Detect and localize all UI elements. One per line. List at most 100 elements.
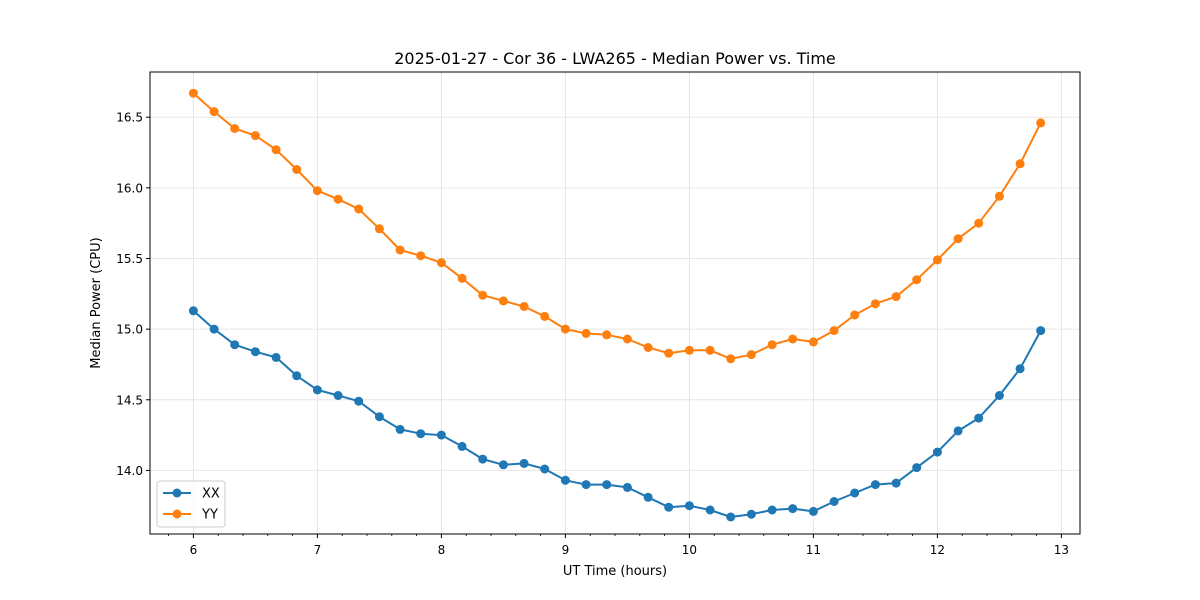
series-yy-point	[312, 186, 322, 196]
x-tick-label: 11	[806, 543, 821, 557]
series-yy-point	[767, 340, 777, 350]
series-yy-point	[560, 324, 570, 334]
series-yy-point	[850, 310, 860, 320]
series-yy-point	[808, 337, 818, 347]
series-yy-point	[1036, 118, 1046, 128]
series-xx-point	[188, 306, 198, 316]
series-yy-point	[684, 345, 694, 355]
series-yy-point	[870, 299, 880, 309]
series-yy-point	[209, 107, 219, 117]
series-yy-point	[664, 348, 674, 358]
series-xx-point	[478, 454, 488, 464]
legend-yy-marker	[172, 509, 182, 519]
series-xx-point	[498, 460, 508, 470]
y-tick-label: 14.5	[116, 393, 143, 407]
series-yy-point	[746, 350, 756, 360]
x-tick-label: 9	[562, 543, 570, 557]
series-yy-point	[643, 343, 653, 352]
series-xx-point	[560, 475, 570, 485]
y-tick-label: 16.0	[116, 181, 143, 195]
series-layer	[188, 88, 1046, 522]
series-yy-point	[457, 273, 467, 283]
series-yy-point	[188, 88, 198, 98]
y-tick-label: 14.0	[116, 464, 143, 478]
x-tick-label: 13	[1054, 543, 1069, 557]
series-yy-point	[354, 204, 364, 214]
x-tick-label: 7	[314, 543, 322, 557]
series-yy-point	[374, 224, 384, 234]
series-yy-point	[478, 290, 488, 300]
series-xx-point	[395, 424, 405, 434]
series-xx-point	[416, 429, 426, 439]
series-yy-point	[726, 354, 736, 364]
series-xx-point	[230, 340, 240, 350]
series-xx-point	[271, 352, 281, 362]
series-xx-point	[850, 488, 860, 498]
series-xx-point	[912, 463, 922, 473]
series-xx-point	[974, 413, 984, 423]
x-tick-label: 10	[682, 543, 697, 557]
series-xx-point	[746, 509, 756, 519]
series-yy-point	[271, 145, 281, 155]
series-yy-point	[581, 328, 591, 338]
series-xx-point	[581, 480, 591, 490]
y-axis-label: Median Power (CPU)	[89, 237, 104, 368]
series-xx-point	[540, 464, 550, 474]
series-yy-point	[292, 165, 302, 174]
series-xx-point	[767, 505, 777, 515]
series-xx-point	[643, 492, 653, 502]
series-xx-point	[250, 347, 260, 357]
series-yy-point	[705, 345, 715, 355]
series-xx-point	[602, 480, 612, 490]
series-yy-point	[891, 292, 901, 302]
series-xx-point	[1015, 364, 1025, 374]
axis-ticks: 6 7 8 9 10 11 12 13 14.0 14.5 15.0 15.5 16.0 16.5	[116, 111, 1069, 557]
series-yy-point	[230, 124, 240, 133]
series-xx-point	[457, 441, 467, 451]
legend-xx-label: XX	[202, 487, 220, 502]
series-xx-point	[788, 504, 798, 514]
chart-title: 2025-01-27 - Cor 36 - LWA265 - Median Po…	[394, 49, 836, 68]
series-yy-point	[436, 258, 446, 268]
series-xx-point	[932, 447, 942, 457]
series-yy-point	[974, 218, 984, 228]
series-xx-point	[953, 426, 963, 436]
series-xx-point	[436, 430, 446, 440]
legend-xx-marker	[172, 488, 182, 498]
series-xx-point	[209, 324, 219, 334]
x-tick-label: 6	[190, 543, 198, 557]
series-yy-point	[498, 296, 508, 306]
series-yy-point	[953, 234, 963, 244]
y-tick-label: 15.0	[116, 323, 143, 337]
series-xx-point	[1036, 326, 1046, 336]
series-xx-point	[726, 512, 736, 522]
series-yy-point	[333, 194, 343, 204]
series-xx-point	[312, 385, 322, 395]
x-tick-label: 8	[438, 543, 446, 557]
series-xx-point	[808, 506, 818, 516]
y-tick-label: 16.5	[116, 111, 143, 125]
series-yy-point	[519, 302, 529, 311]
series-xx-point	[891, 478, 901, 488]
series-yy-point	[788, 334, 798, 344]
x-tick-label: 12	[930, 543, 945, 557]
series-yy-point	[829, 326, 839, 336]
series-yy-point	[912, 275, 922, 285]
series-yy-point	[622, 334, 632, 344]
series-xx-point	[684, 501, 694, 511]
series-yy-point	[994, 191, 1004, 201]
legend: XX YY	[156, 480, 226, 528]
y-tick-label: 15.5	[116, 252, 143, 266]
series-xx-point	[705, 505, 715, 515]
x-axis-label: UT Time (hours)	[563, 564, 667, 579]
series-xx-point	[374, 412, 384, 422]
series-xx-point	[664, 502, 674, 512]
series-yy-point	[932, 255, 942, 265]
series-xx-point	[870, 480, 880, 490]
series-yy-point	[250, 131, 260, 141]
series-xx-point	[622, 482, 632, 492]
series-yy-point	[416, 251, 426, 261]
series-xx-point	[292, 371, 302, 381]
series-yy-point	[602, 330, 612, 340]
